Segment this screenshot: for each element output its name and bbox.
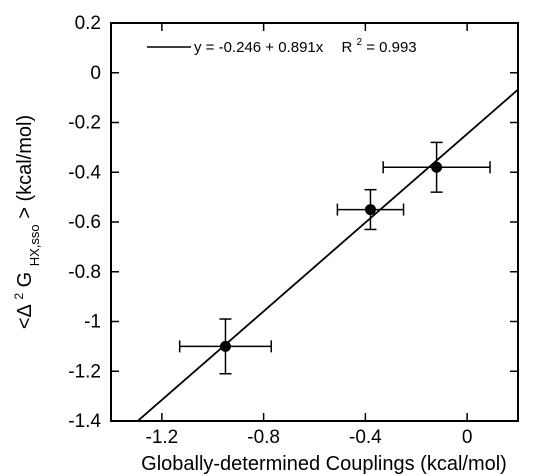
fit-line xyxy=(136,88,518,421)
y-tick-label: -0.6 xyxy=(68,212,101,233)
y-tick-label: -0.8 xyxy=(68,262,101,283)
y-label-superscript: 2 xyxy=(12,293,26,300)
svg-text:y = -0.246 + 0.891x R: y = -0.246 + 0.891x R 2 = 0.993 xyxy=(194,32,417,56)
x-tick-label: -0.4 xyxy=(349,427,382,448)
x-axis-ticks: -1.2 -0.8 -0.4 0 xyxy=(146,23,473,448)
plot-content xyxy=(136,88,518,421)
y-axis-label: <Δ 2 G HX,sso > (kcal/mol) xyxy=(6,115,44,329)
data-point xyxy=(364,204,376,216)
y-tick-label: -1 xyxy=(84,312,101,333)
y-tick-label: 0 xyxy=(90,63,101,84)
x-tick-label: 0 xyxy=(462,427,473,448)
y-tick-label: -0.2 xyxy=(68,113,101,134)
y-label-g: G xyxy=(14,272,36,288)
plot-frame xyxy=(110,22,519,422)
y-label-subscript: HX,sso xyxy=(27,224,42,266)
y-tick-label: -1.2 xyxy=(68,361,101,382)
data-point xyxy=(431,161,443,173)
x-tick-label: -1.2 xyxy=(146,427,179,448)
y-tick-label: -0.4 xyxy=(68,162,101,183)
y-label-close: > (kcal/mol) xyxy=(14,115,36,219)
legend-r2-value: = 0.993 xyxy=(366,39,416,56)
y-axis-ticks: 0.2 0 -0.2 -0.4 -0.6 -0.8 -1 -1.2 -1.4 xyxy=(68,13,518,432)
data-point-group xyxy=(336,188,405,231)
data-point-group xyxy=(178,318,273,375)
legend: y = -0.246 + 0.891x R 2 = 0.993 xyxy=(147,32,417,56)
x-axis-label: Globally-determined Couplings (kcal/mol) xyxy=(141,453,507,475)
data-point-group xyxy=(382,141,491,193)
legend-equation: y = -0.246 + 0.891x xyxy=(194,39,324,56)
y-tick-label: 0.2 xyxy=(75,13,101,34)
y-label-open: <Δ xyxy=(14,304,36,329)
data-point xyxy=(219,340,231,352)
y-tick-label: -1.4 xyxy=(68,411,101,432)
legend-r2-prefix: R xyxy=(341,39,352,56)
legend-r2-superscript: 2 xyxy=(356,37,362,48)
x-tick-label: -0.8 xyxy=(247,427,280,448)
